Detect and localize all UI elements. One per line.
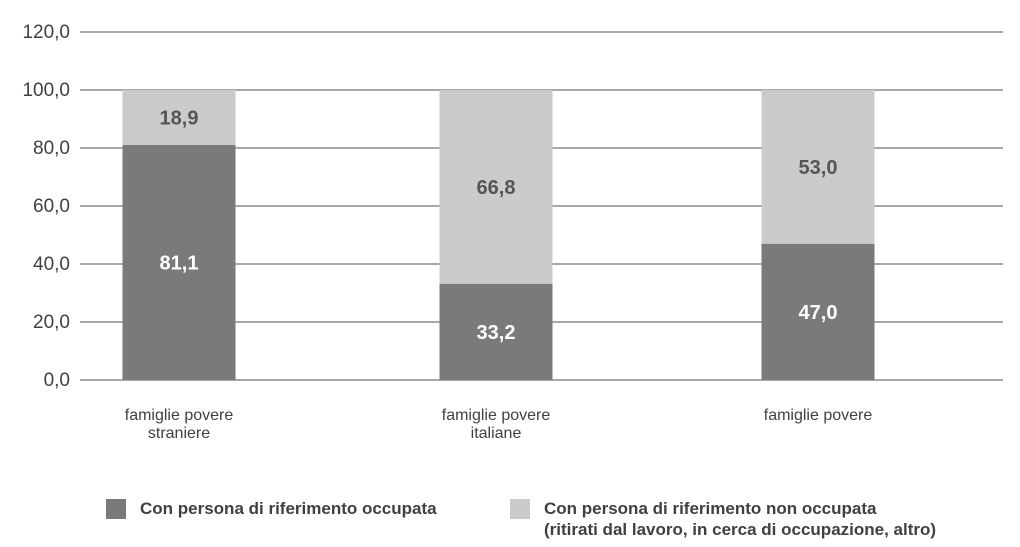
bar-segment-non-occupata — [761, 90, 875, 244]
category-label: famiglie povere — [442, 407, 551, 424]
legend-item-occupata: Con persona di riferimento occupata — [106, 498, 437, 519]
legend-label-non-occupata-line1: Con persona di riferimento non occupata — [544, 499, 877, 518]
legend-swatch-occupata — [106, 499, 126, 519]
data-label: 53,0 — [799, 157, 838, 179]
data-label: 33,2 — [477, 322, 516, 344]
legend-label-non-occupata: Con persona di riferimento non occupata … — [544, 498, 936, 540]
category-label: famiglie povere — [764, 407, 873, 424]
bar-segment-non-occupata — [439, 90, 553, 284]
bar-segment-occupata — [122, 144, 236, 380]
category-label: straniere — [148, 425, 210, 442]
category-label: italiane — [471, 425, 522, 442]
category-label: famiglie povere — [125, 407, 234, 424]
y-tick-label: 120,0 — [22, 22, 70, 43]
legend-label-non-occupata-line2: (ritirati dal lavoro, in cerca di occupa… — [544, 520, 937, 539]
y-tick-label: 0,0 — [44, 370, 70, 391]
y-tick-label: 40,0 — [33, 254, 70, 275]
y-tick-label: 20,0 — [33, 312, 70, 333]
bar-segment-occupata — [439, 283, 553, 380]
bar-segment-occupata — [761, 243, 875, 380]
legend-item-non-occupata: Con persona di riferimento non occupata … — [510, 498, 936, 540]
legend-swatch-non-occupata — [510, 499, 530, 519]
data-label: 47,0 — [799, 302, 838, 324]
data-label: 66,8 — [477, 177, 516, 199]
data-label: 81,1 — [160, 252, 199, 274]
legend: Con persona di riferimento occupata Con … — [0, 498, 1020, 547]
legend-label-occupata: Con persona di riferimento occupata — [140, 499, 437, 518]
y-tick-label: 80,0 — [33, 138, 70, 159]
y-tick-label: 60,0 — [33, 196, 70, 217]
data-label: 18,9 — [160, 107, 199, 129]
bar-segment-non-occupata — [122, 90, 236, 145]
y-tick-label: 100,0 — [22, 80, 70, 101]
stacked-bar-chart: 0,0 20,0 40,0 60,0 80,0 100,0 120,0 81,1 18,9 fam… — [22, 22, 1003, 442]
